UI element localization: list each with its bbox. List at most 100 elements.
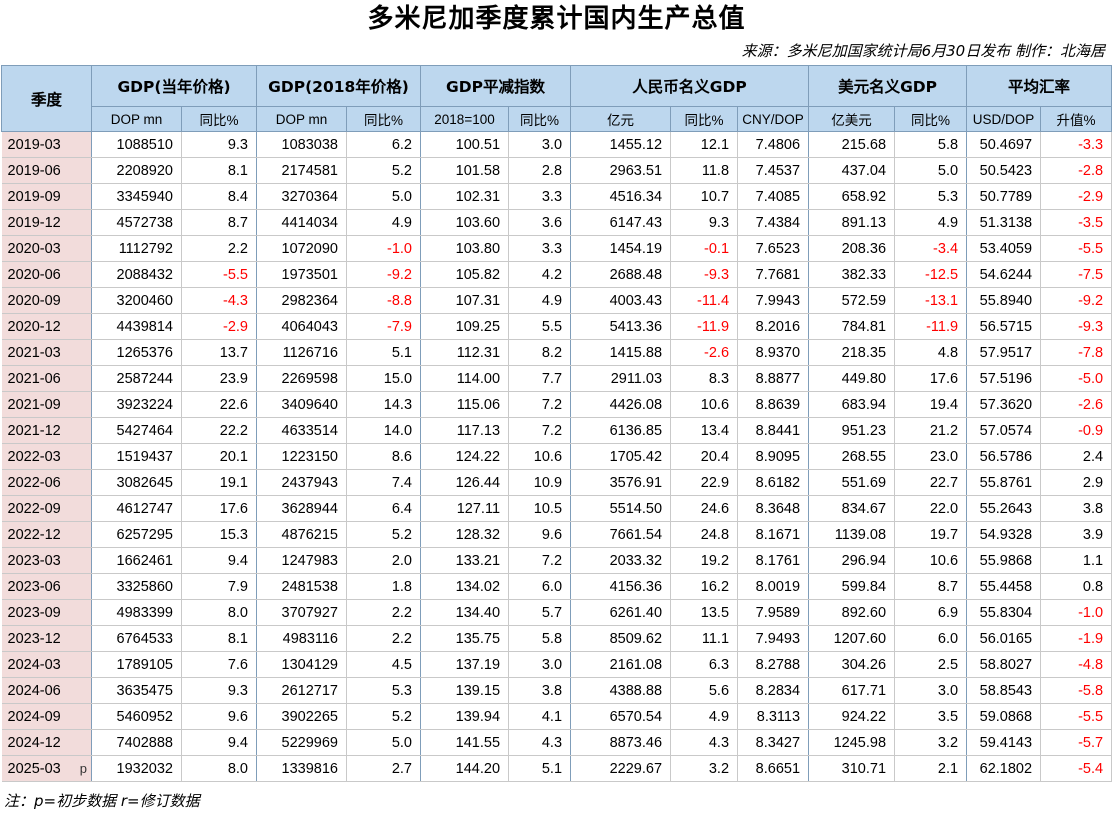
table-cell: 1415.88 <box>570 339 672 366</box>
table-cell: 951.23 <box>808 417 896 444</box>
table-cell: 1932032 <box>91 755 182 782</box>
table-cell: 2174581 <box>256 157 347 184</box>
table-cell: 3.5 <box>894 703 968 730</box>
table-cell: 1088510 <box>91 131 182 158</box>
table-cell: 7.4537 <box>737 157 810 184</box>
quarter-cell: 2019-12 <box>1 209 92 236</box>
table-cell: 117.13 <box>420 417 510 444</box>
table-cell: 134.02 <box>420 573 510 600</box>
table-cell: 7402888 <box>91 729 182 756</box>
table-cell: -5.7 <box>1040 729 1113 756</box>
table-cell: 3345940 <box>91 183 182 210</box>
table-row: 2024-06 3635475 9.3 2612717 5.3 139.15 3.8 4388… <box>1 677 1113 704</box>
table-cell: -0.9 <box>1040 417 1113 444</box>
quarter-header: 季度 <box>1 65 92 132</box>
table-cell: 4983116 <box>256 625 347 652</box>
table-cell: 19.7 <box>894 521 968 548</box>
table-cell: -9.2 <box>346 261 422 288</box>
table-cell: 4612747 <box>91 495 182 522</box>
table-cell: 3635475 <box>91 677 182 704</box>
quarter-cell: 2019-06 <box>1 157 92 184</box>
table-cell: 4.9 <box>508 287 572 314</box>
table-cell: 5.8 <box>508 625 572 652</box>
table-cell: 105.82 <box>420 261 510 288</box>
table-cell: 1112792 <box>91 235 182 262</box>
table-cell: -9.3 <box>1040 313 1113 340</box>
table-cell: 1247983 <box>256 547 347 574</box>
table-cell: 17.6 <box>181 495 257 522</box>
table-cell: 3902265 <box>256 703 347 730</box>
group-header-deflator: GDP平减指数 <box>420 65 572 107</box>
table-cell: 1789105 <box>91 651 182 678</box>
table-cell: 6261.40 <box>570 599 672 626</box>
table-cell: 23.9 <box>181 365 257 392</box>
table-cell: 2.4 <box>1040 443 1113 470</box>
table-cell: 8.2 <box>508 339 572 366</box>
table-cell: 55.8761 <box>966 469 1042 496</box>
table-cell: 7.7 <box>508 365 572 392</box>
table-cell: 8.6 <box>346 443 422 470</box>
table-cell: -5.8 <box>1040 677 1113 704</box>
table-cell: 53.4059 <box>966 235 1042 262</box>
table-cell: 115.06 <box>420 391 510 418</box>
table-cell: 10.6 <box>508 443 572 470</box>
table-cell: 8.1 <box>181 625 257 652</box>
table-cell: 2269598 <box>256 365 347 392</box>
table-cell: 3.8 <box>508 677 572 704</box>
table-cell: -5.5 <box>1040 235 1113 262</box>
table-cell: 892.60 <box>808 599 896 626</box>
quarter-cell: 2023-12 <box>1 625 92 652</box>
table-cell: 6764533 <box>91 625 182 652</box>
sub-header: 同比% <box>894 106 968 132</box>
table-row: 2024-09 5460952 9.6 3902265 5.2 139.94 4.1 6570… <box>1 703 1113 730</box>
table-cell: 2229.67 <box>570 755 672 782</box>
table-cell: 112.31 <box>420 339 510 366</box>
table-cell: 3.0 <box>508 131 572 158</box>
table-cell: 4.9 <box>670 703 739 730</box>
table-cell: 8.9370 <box>737 339 810 366</box>
table-cell: 4516.34 <box>570 183 672 210</box>
gdp-table: 季度 GDP(当年价格) GDP(2018年价格) GDP平减指数 人民币名义G… <box>1 65 1113 782</box>
table-cell: -11.4 <box>670 287 739 314</box>
table-cell: 22.9 <box>670 469 739 496</box>
quarter-cell: 2022-06 <box>1 469 92 496</box>
table-cell: 19.4 <box>894 391 968 418</box>
table-cell: 5229969 <box>256 729 347 756</box>
group-header-usd-gdp: 美元名义GDP <box>808 65 968 107</box>
table-cell: 1.1 <box>1040 547 1113 574</box>
table-cell: 20.4 <box>670 443 739 470</box>
table-cell: 9.6 <box>181 703 257 730</box>
quarter-label: 2019-03 <box>7 136 61 153</box>
table-cell: 6.3 <box>670 651 739 678</box>
table-cell: 2.2 <box>346 599 422 626</box>
table-cell: 4876215 <box>256 521 347 548</box>
table-row: 2022-06 3082645 19.1 2437943 7.4 126.44 10.9 35… <box>1 469 1113 496</box>
table-cell: -2.6 <box>670 339 739 366</box>
quarter-cell: 2022-09 <box>1 495 92 522</box>
table-row: 2023-09 4983399 8.0 3707927 2.2 134.40 5.7 6261… <box>1 599 1113 626</box>
quarter-label: 2022-03 <box>7 448 61 465</box>
table-cell: 8.6182 <box>737 469 810 496</box>
table-cell: -7.5 <box>1040 261 1113 288</box>
table-cell: 8.3 <box>670 365 739 392</box>
table-cell: 133.21 <box>420 547 510 574</box>
table-cell: 8.1761 <box>737 547 810 574</box>
sub-header: 亿美元 <box>808 106 896 132</box>
table-cell: 15.0 <box>346 365 422 392</box>
table-cell: 20.1 <box>181 443 257 470</box>
table-cell: 1265376 <box>91 339 182 366</box>
table-cell: -1.0 <box>346 235 422 262</box>
table-cell: -11.9 <box>670 313 739 340</box>
quarter-cell: 2023-06 <box>1 573 92 600</box>
table-row: 2021-12 5427464 22.2 4633514 14.0 117.13 7.2 61… <box>1 417 1113 444</box>
table-cell: 50.4697 <box>966 131 1042 158</box>
table-cell: 5.2 <box>346 703 422 730</box>
sub-header: 同比% <box>181 106 257 132</box>
table-cell: 268.55 <box>808 443 896 470</box>
table-cell: 51.3138 <box>966 209 1042 236</box>
table-cell: 57.5196 <box>966 365 1042 392</box>
table-cell: 14.0 <box>346 417 422 444</box>
table-cell: 4.3 <box>508 729 572 756</box>
table-cell: 617.71 <box>808 677 896 704</box>
table-cell: 2.1 <box>894 755 968 782</box>
